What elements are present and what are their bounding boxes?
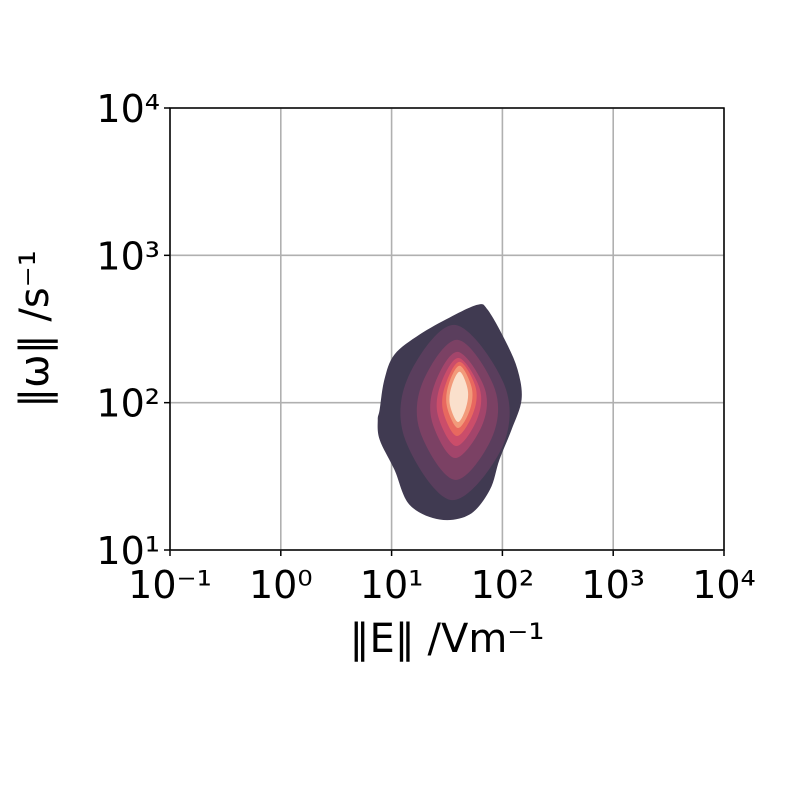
y-tick-label: 10⁴ bbox=[96, 87, 160, 131]
x-tick-label: 10² bbox=[471, 563, 535, 607]
contour-level bbox=[449, 371, 469, 422]
y-tick-label: 10³ bbox=[96, 234, 160, 278]
y-axis-label: ‖ω‖ /s⁻¹ bbox=[12, 250, 58, 408]
x-tick-label: 10⁴ bbox=[692, 563, 756, 607]
plot-frame bbox=[169, 107, 725, 551]
y-tick-label: 10¹ bbox=[96, 529, 160, 573]
x-axis-label: ‖E‖ /Vm⁻¹ bbox=[350, 616, 545, 662]
x-tick-label: 10⁻¹ bbox=[128, 563, 212, 607]
x-tick-label: 10³ bbox=[581, 563, 645, 607]
x-tick-label: 10⁰ bbox=[249, 563, 313, 607]
x-tick-label: 10¹ bbox=[360, 563, 424, 607]
y-tick-label: 10² bbox=[96, 382, 160, 426]
